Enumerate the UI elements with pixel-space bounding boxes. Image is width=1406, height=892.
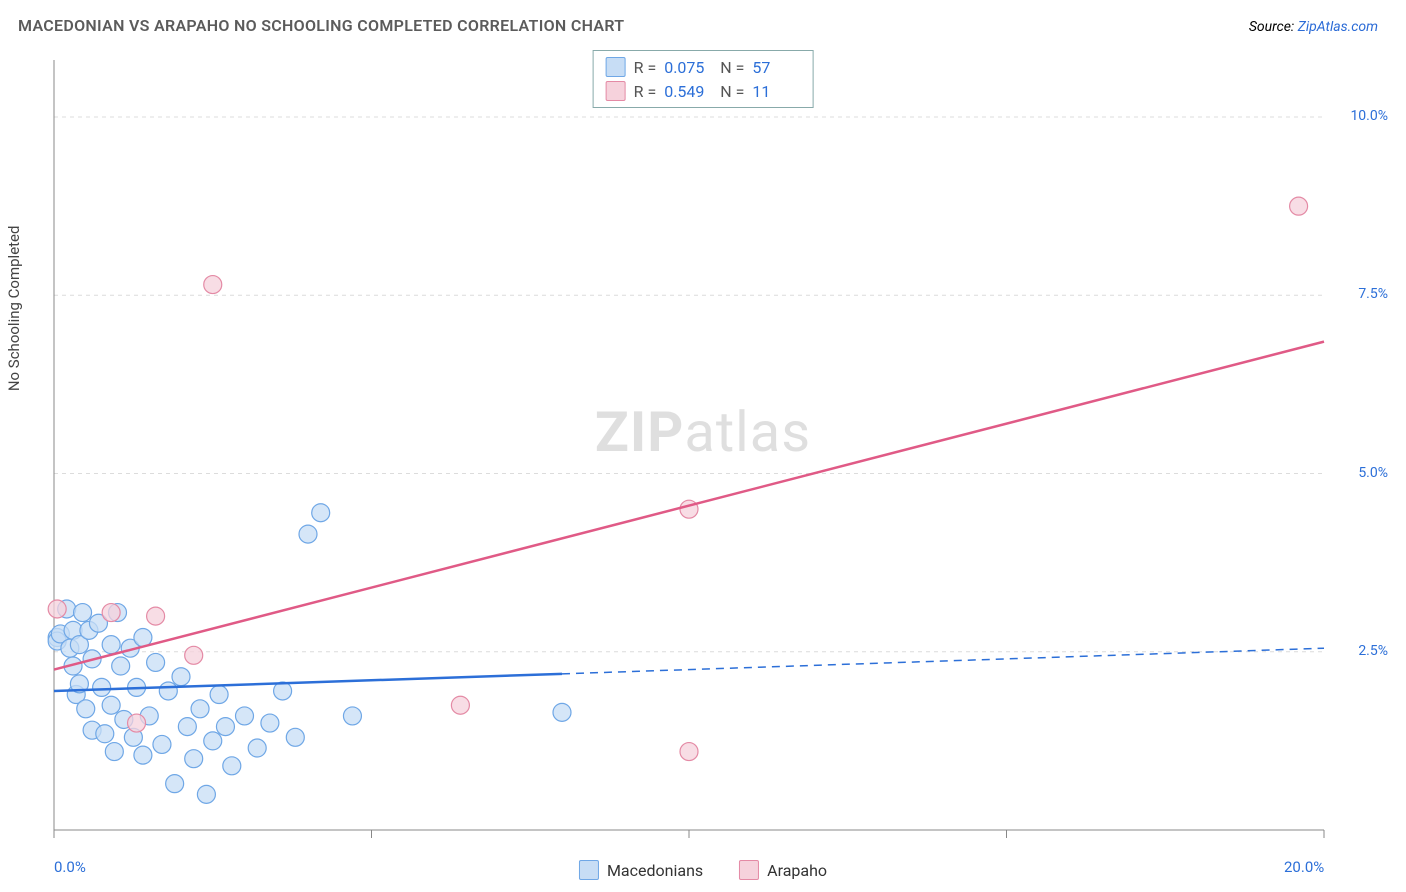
data-point — [112, 657, 130, 675]
n-value: 57 — [752, 58, 800, 77]
data-point — [197, 785, 215, 803]
series-swatch — [579, 860, 599, 880]
data-point — [185, 646, 203, 664]
data-point — [74, 604, 92, 622]
y-tick-label: 7.5% — [1358, 286, 1388, 302]
chart-container: No Schooling Completed ZIPatlas R =0.075… — [18, 50, 1388, 880]
stats-row: R = 0.549 N = 11 — [602, 79, 805, 103]
data-point — [93, 678, 111, 696]
series-legend: Macedonians Arapaho — [579, 860, 827, 880]
y-tick-label: 2.5% — [1358, 643, 1388, 659]
data-point — [216, 718, 234, 736]
regression-line — [54, 342, 1324, 670]
data-point — [102, 696, 120, 714]
chart-header: MACEDONIAN VS ARAPAHO NO SCHOOLING COMPL… — [0, 0, 1406, 43]
data-point — [210, 686, 228, 704]
data-point — [223, 757, 241, 775]
n-value: 11 — [752, 82, 800, 101]
correlation-stats-box: R = 0.075 N = 57 R = 0.549 N = 11 — [593, 50, 814, 108]
y-tick-label: 5.0% — [1358, 465, 1388, 481]
data-point — [451, 696, 469, 714]
data-point — [178, 718, 196, 736]
data-point — [96, 725, 114, 743]
data-point — [102, 604, 120, 622]
data-point — [147, 607, 165, 625]
data-point — [77, 700, 95, 718]
data-point — [48, 600, 66, 618]
data-point — [166, 775, 184, 793]
legend-item: Arapaho — [739, 860, 827, 880]
series-swatch — [739, 860, 759, 880]
stats-row: R = 0.075 N = 57 — [602, 55, 805, 79]
data-point — [286, 728, 304, 746]
x-tick-label: 20.0% — [1284, 858, 1324, 876]
data-point — [191, 700, 209, 718]
series-swatch — [606, 57, 626, 77]
x-tick-label: 0.0% — [54, 858, 86, 876]
n-label: N = — [720, 82, 744, 101]
data-point — [680, 743, 698, 761]
r-value: 0.075 — [664, 58, 712, 77]
y-axis-label: No Schooling Completed — [5, 226, 23, 392]
legend-label: Arapaho — [767, 861, 827, 880]
r-label: R = — [634, 82, 657, 101]
data-point — [102, 636, 120, 654]
n-label: N = — [720, 58, 744, 77]
data-point — [159, 682, 177, 700]
data-point — [1290, 197, 1308, 215]
legend-label: Macedonians — [607, 861, 703, 880]
chart-title: MACEDONIAN VS ARAPAHO NO SCHOOLING COMPL… — [18, 16, 624, 35]
data-point — [172, 668, 190, 686]
series-swatch — [606, 81, 626, 101]
source-link[interactable]: ZipAtlas.com — [1298, 19, 1378, 35]
data-point — [134, 746, 152, 764]
data-point — [105, 743, 123, 761]
y-tick-label: 10.0% — [1350, 108, 1388, 124]
scatter-plot — [18, 50, 1388, 870]
data-point — [261, 714, 279, 732]
data-point — [153, 735, 171, 753]
data-point — [204, 732, 222, 750]
r-value: 0.549 — [664, 82, 712, 101]
data-point — [147, 653, 165, 671]
source-prefix: Source: — [1249, 19, 1298, 35]
data-point — [248, 739, 266, 757]
data-point — [343, 707, 361, 725]
data-point — [236, 707, 254, 725]
legend-item: Macedonians — [579, 860, 703, 880]
r-label: R = — [634, 58, 657, 77]
data-point — [299, 525, 317, 543]
data-point — [128, 714, 146, 732]
data-point — [312, 504, 330, 522]
data-point — [185, 750, 203, 768]
data-point — [553, 703, 571, 721]
data-point — [204, 276, 222, 294]
source-attribution: Source: ZipAtlas.com — [1249, 19, 1378, 35]
